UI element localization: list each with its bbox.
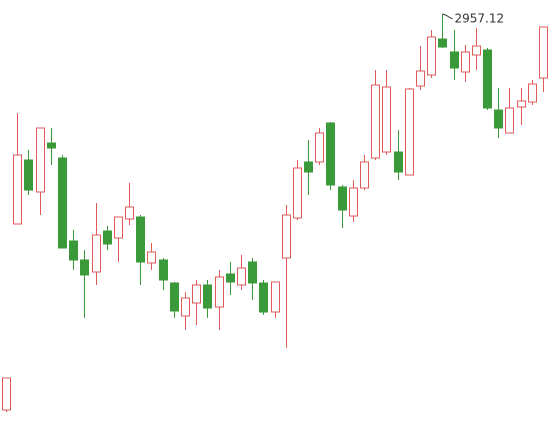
candle-body bbox=[326, 122, 335, 186]
candle-body bbox=[259, 282, 268, 313]
candle-body bbox=[13, 154, 22, 225]
candle-body bbox=[271, 281, 280, 313]
candle-body bbox=[170, 282, 179, 312]
candle-body bbox=[338, 186, 347, 211]
candle-body bbox=[450, 51, 459, 69]
max-label: 2957.12 bbox=[455, 12, 505, 26]
candle-body bbox=[494, 109, 503, 129]
candle-body bbox=[382, 86, 391, 153]
candle-body bbox=[24, 159, 33, 191]
candle-body bbox=[405, 88, 414, 176]
candle-body bbox=[215, 276, 224, 308]
candle-body bbox=[539, 26, 548, 79]
candle-body bbox=[349, 187, 358, 217]
candle-body bbox=[203, 284, 212, 309]
candle-body bbox=[69, 240, 78, 261]
candle-body bbox=[58, 157, 67, 249]
candle-body bbox=[360, 161, 369, 189]
candle-body bbox=[528, 83, 537, 103]
candle-body bbox=[136, 216, 145, 263]
candle-body bbox=[2, 377, 11, 411]
candle-body bbox=[237, 267, 246, 286]
candle-body bbox=[416, 70, 425, 87]
candle-body bbox=[159, 259, 168, 281]
candle-body bbox=[282, 214, 291, 259]
candle-body bbox=[125, 206, 134, 220]
candle-body bbox=[505, 107, 514, 134]
candle-body bbox=[483, 49, 492, 109]
candle-body bbox=[114, 216, 123, 239]
candle-body bbox=[293, 167, 302, 219]
candle-body bbox=[438, 38, 447, 48]
candle-body bbox=[226, 273, 235, 283]
candle-body bbox=[147, 251, 156, 264]
candle-body bbox=[472, 45, 481, 56]
candle-body bbox=[181, 297, 190, 317]
candle-body bbox=[103, 230, 112, 245]
candle-body bbox=[517, 100, 526, 108]
candle-body bbox=[192, 284, 201, 304]
candle-body bbox=[80, 259, 89, 276]
candle-body bbox=[394, 151, 403, 173]
candle-body bbox=[47, 142, 56, 149]
candle-body bbox=[248, 261, 257, 284]
candle-body bbox=[304, 161, 313, 173]
candle-body bbox=[315, 132, 324, 163]
candle-body bbox=[461, 51, 470, 73]
candle-body bbox=[92, 234, 101, 273]
candle-body bbox=[371, 84, 380, 159]
max-marker bbox=[442, 13, 453, 20]
candle-body bbox=[427, 36, 436, 76]
candle-body bbox=[36, 127, 45, 193]
